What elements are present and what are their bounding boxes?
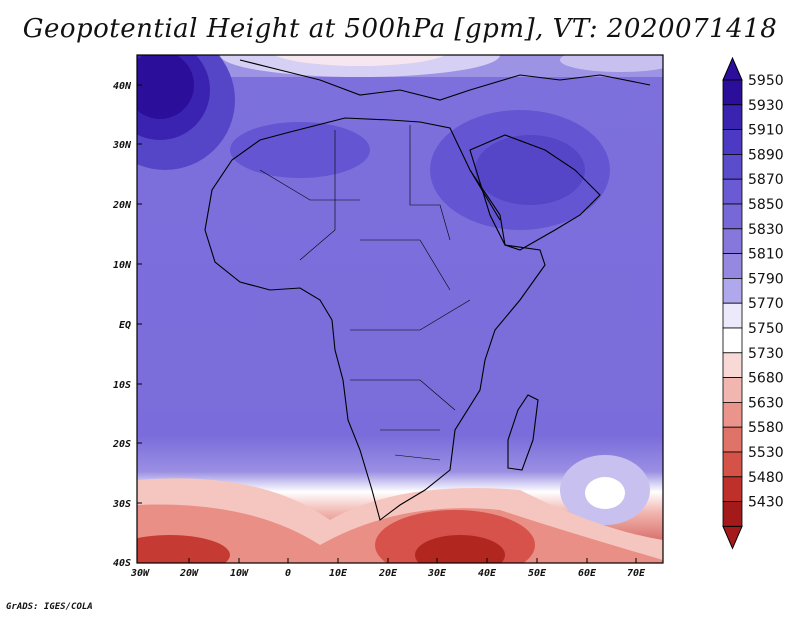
colorbar-swatch (722, 426, 743, 453)
map-title: Geopotential Height at 500hPa [gpm], VT:… (22, 14, 778, 44)
colorbar-top-arrow (722, 56, 743, 81)
colorbar-swatch (722, 377, 743, 403)
colorbar-swatch (722, 203, 743, 230)
lon-label: 50E (528, 568, 547, 579)
colorbar-level-label: 5910 (748, 123, 784, 139)
colorbar-swatch (722, 401, 743, 428)
colorbar-level-label: 5530 (748, 445, 784, 461)
colorbar-level-label: 5870 (748, 172, 784, 188)
colorbar-swatch (722, 476, 743, 502)
lon-label: 20E (378, 568, 398, 579)
colorbar-swatch (722, 302, 743, 329)
lon-label: 40E (478, 568, 497, 579)
colorbar-swatch (722, 79, 743, 106)
coastlines (204, 59, 651, 521)
africa-outline (204, 117, 546, 521)
colorbar-swatch (722, 352, 743, 378)
madagascar-outline (507, 394, 539, 471)
colorbar-level-label: 5950 (748, 73, 784, 89)
colorbar-swatch (722, 153, 743, 180)
lon-label: 10W (230, 568, 249, 579)
lat-label: 20S (112, 439, 131, 450)
colorbar-level-label: 5580 (748, 420, 784, 436)
lon-label: 70E (627, 568, 646, 579)
lat-label: 40S (113, 558, 131, 569)
colorbar-level-label: 5850 (748, 197, 784, 213)
plot-frame (136, 54, 664, 564)
lon-label: 0 (285, 568, 291, 579)
credit-text: GrADS: IGES/COLA (6, 602, 93, 612)
colorbar: 5950 5930 5910 5890 5870 5850 5830 5810 5790 5770… (722, 56, 784, 550)
longitude-axis: 30W 20W 10W 0 10E 20E 30E 40E 50E 60E 70… (130, 558, 646, 579)
lon-label: 60E (578, 568, 597, 579)
lat-label: 10S (113, 380, 131, 391)
colorbar-swatch (722, 104, 743, 131)
colorbar-level-label: 5790 (748, 271, 784, 287)
colorbar-level-label: 5750 (748, 321, 784, 337)
colorbar-swatch (722, 178, 743, 205)
colorbar-level-label: 5630 (748, 395, 784, 411)
colorbar-swatch (722, 277, 743, 304)
colorbar-swatch (722, 129, 743, 155)
colorbar-level-label: 5930 (748, 98, 784, 114)
colorbar-level-label: 5480 (748, 470, 784, 486)
lat-label: 40N (113, 81, 132, 92)
lat-label: 30S (112, 499, 131, 510)
country-borders (259, 125, 471, 461)
colorbar-swatch (722, 228, 743, 255)
colorbar-swatch (722, 451, 743, 478)
lon-label: 20W (179, 568, 199, 579)
colorbar-swatch (722, 501, 743, 527)
latitude-axis: 40N 30N 20N 10N EQ 10S 20S 30S 40S (112, 81, 142, 569)
lon-label: 10E (329, 568, 348, 579)
colorbar-level-label: 5730 (748, 346, 784, 362)
colorbar-bottom-arrow (722, 525, 743, 550)
lat-label: 20N (112, 200, 132, 211)
colorbar-swatch (722, 327, 743, 354)
arabia-outline (469, 134, 601, 251)
colorbar-level-label: 5890 (748, 147, 784, 163)
lat-label: 10N (113, 260, 132, 271)
colorbar-swatch (722, 253, 743, 279)
colorbar-level-label: 5810 (748, 247, 784, 263)
shaded-field (137, 55, 663, 563)
colorbar-level-label: 5770 (748, 296, 784, 312)
lat-label: EQ (119, 320, 131, 331)
europe-coast (239, 59, 651, 101)
lat-label: 30N (112, 140, 132, 151)
colorbar-level-label: 5430 (748, 495, 784, 511)
red-sea (469, 169, 501, 221)
lon-label: 30E (427, 568, 447, 579)
colorbar-level-label: 5680 (748, 371, 784, 387)
colorbar-level-label: 5830 (748, 222, 784, 238)
lon-label: 30W (130, 568, 150, 579)
